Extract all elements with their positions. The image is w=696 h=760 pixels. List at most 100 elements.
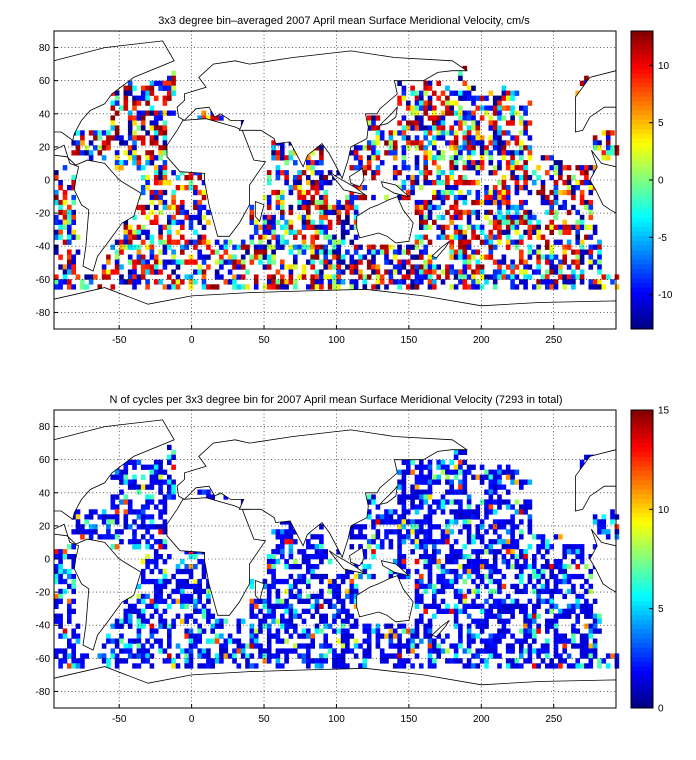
cycles-bin	[371, 534, 376, 540]
cycles-bin	[54, 549, 59, 555]
cycles-bin	[236, 628, 242, 634]
velocity-bin	[484, 105, 489, 111]
cycles-bin	[488, 578, 494, 585]
velocity-bin	[149, 219, 155, 225]
velocity-bin	[436, 165, 441, 171]
velocity-bin	[384, 140, 389, 146]
velocity-bin	[501, 115, 507, 121]
cycles-bin	[366, 539, 372, 545]
velocity-bin	[158, 155, 163, 161]
velocity-bin	[288, 219, 294, 225]
cycles-bin	[414, 628, 420, 634]
velocity-bin	[497, 214, 502, 221]
cycles-bin	[471, 653, 476, 659]
cycles-bin	[562, 544, 567, 550]
velocity-bin	[462, 274, 468, 280]
cycles-bin	[449, 554, 454, 560]
velocity-bin	[371, 115, 376, 121]
cycles-bin	[397, 469, 402, 475]
velocity-bin	[362, 274, 368, 280]
cycles-bin	[349, 568, 355, 575]
cycles-bin	[449, 643, 454, 649]
velocity-bin	[423, 234, 428, 240]
velocity-bin	[497, 234, 502, 240]
velocity-bin	[101, 145, 107, 151]
cycles-bin	[423, 544, 428, 550]
cycles-bin	[540, 648, 546, 654]
cycles-bin	[579, 559, 585, 565]
velocity-bin	[388, 259, 394, 265]
velocity-bin	[427, 199, 433, 206]
cycles-bin	[471, 559, 476, 565]
velocity-panel: 3x3 degree bin–averaged 2007 April mean …	[36, 15, 673, 346]
velocity-bin	[288, 274, 294, 280]
cycles-bin	[492, 524, 498, 530]
cycles-bin	[532, 618, 537, 624]
cycles-coastlines	[53, 419, 617, 709]
cycles-bin	[284, 628, 289, 634]
velocity-bin	[497, 150, 502, 156]
velocity-bin	[432, 279, 437, 285]
velocity-bin	[271, 254, 276, 260]
cycles-y-tick-label: 80	[39, 422, 51, 433]
cycles-bin	[258, 653, 263, 659]
cycles-bin	[188, 643, 194, 649]
cycles-bin	[197, 628, 202, 634]
velocity-bin	[505, 239, 511, 245]
velocity-bin	[519, 165, 524, 171]
cycles-bin	[505, 564, 511, 570]
cycles-bin	[332, 618, 337, 624]
cycles-bin	[201, 573, 207, 580]
cycles-bin	[314, 598, 320, 604]
cycles-bin	[306, 583, 311, 590]
cycles-bin	[466, 564, 472, 570]
velocity-bin	[306, 219, 311, 225]
velocity-bin	[297, 189, 302, 196]
cycles-bin	[523, 603, 528, 609]
cycles-bin	[319, 534, 324, 540]
cycles-bin	[301, 633, 307, 639]
cycles-colorbar-segment	[631, 572, 653, 579]
velocity-bin	[384, 150, 389, 156]
cycles-bin	[353, 583, 359, 590]
cycles-bin	[406, 573, 411, 580]
velocity-bin	[336, 249, 341, 255]
velocity-bin	[153, 264, 159, 270]
velocity-bin	[449, 219, 454, 225]
cycles-bin	[158, 588, 163, 595]
velocity-bin	[605, 130, 611, 136]
cycles-bin	[366, 494, 372, 500]
cycles-bin	[371, 499, 376, 505]
velocity-bin	[271, 284, 276, 290]
cycles-colorbar-segment	[631, 698, 653, 704]
cycles-bin	[149, 598, 155, 604]
cycles-bin	[127, 613, 133, 619]
velocity-bin	[458, 279, 463, 285]
velocity-bin	[106, 135, 111, 141]
cycles-bin	[167, 444, 172, 451]
cycles-bin	[284, 658, 289, 664]
cycles-x-tick-label: 250	[545, 714, 562, 725]
cycles-bin	[392, 509, 398, 515]
velocity-bin	[54, 194, 59, 201]
velocity-bin	[323, 175, 328, 181]
cycles-bin	[475, 534, 481, 540]
velocity-bin	[236, 274, 242, 280]
velocity-bin	[162, 284, 168, 290]
cycles-bin	[479, 618, 485, 624]
cycles-bin	[306, 593, 311, 600]
velocity-bin	[266, 279, 272, 285]
cycles-bin	[597, 529, 602, 535]
cycles-bin	[432, 613, 437, 619]
velocity-bin	[553, 189, 559, 196]
cycles-bin	[353, 524, 359, 530]
velocity-bin	[271, 219, 276, 225]
velocity-bin	[505, 160, 511, 166]
velocity-bin	[71, 140, 76, 146]
cycles-bin	[475, 588, 481, 595]
cycles-bin	[579, 663, 585, 669]
velocity-bin	[71, 264, 76, 270]
velocity-bin	[610, 145, 615, 151]
cycles-bin	[140, 474, 146, 480]
cycles-bin	[206, 588, 211, 595]
